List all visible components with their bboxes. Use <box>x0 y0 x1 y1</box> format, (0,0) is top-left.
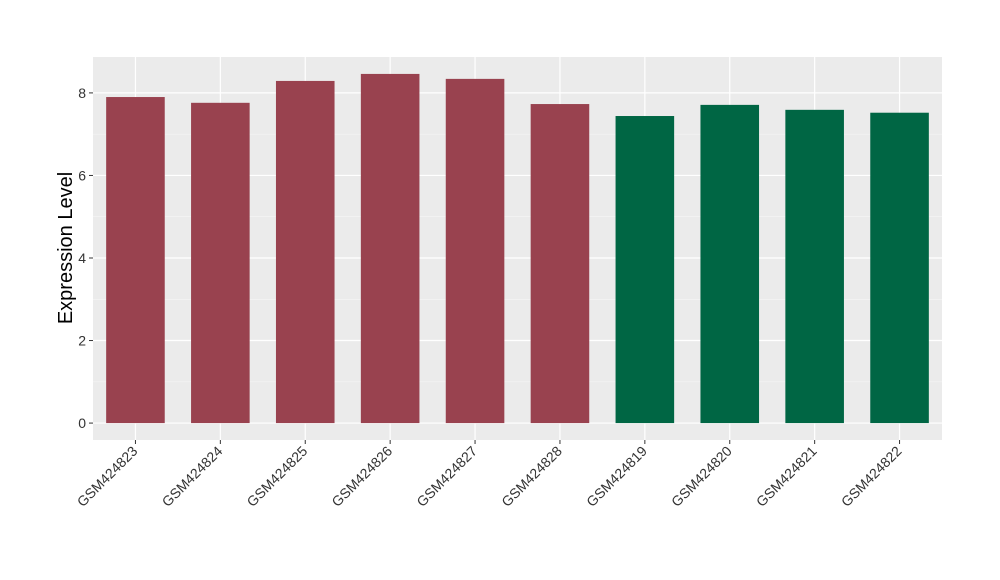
x-tick-label: GSM424819 <box>583 443 650 510</box>
y-tick-label: 6 <box>78 167 86 183</box>
y-axis-label: Expression Level <box>55 172 77 324</box>
x-tick-label: GSM424826 <box>328 443 395 510</box>
x-tick-label: GSM424828 <box>498 443 565 510</box>
bar <box>106 97 165 424</box>
x-tick-label: GSM424820 <box>668 443 735 510</box>
x-tick-label: GSM424827 <box>413 443 480 510</box>
bar <box>615 116 675 424</box>
y-tick-label: 0 <box>78 415 86 431</box>
x-tick-label: GSM424821 <box>753 443 820 510</box>
x-tick-label: GSM424822 <box>838 443 905 510</box>
bar <box>785 109 844 424</box>
x-tick-label: GSM424824 <box>159 443 226 510</box>
bar <box>530 104 590 424</box>
y-tick-label: 2 <box>78 333 86 349</box>
bar <box>870 112 929 424</box>
x-tick-label: GSM424823 <box>74 443 141 510</box>
y-tick-label: 8 <box>78 85 86 101</box>
bar <box>445 78 505 424</box>
bar <box>700 104 760 424</box>
bar <box>191 102 250 424</box>
y-tick-label: 4 <box>78 250 86 266</box>
x-tick-label: GSM424825 <box>243 443 310 510</box>
bar <box>275 80 335 424</box>
bar <box>360 73 420 424</box>
